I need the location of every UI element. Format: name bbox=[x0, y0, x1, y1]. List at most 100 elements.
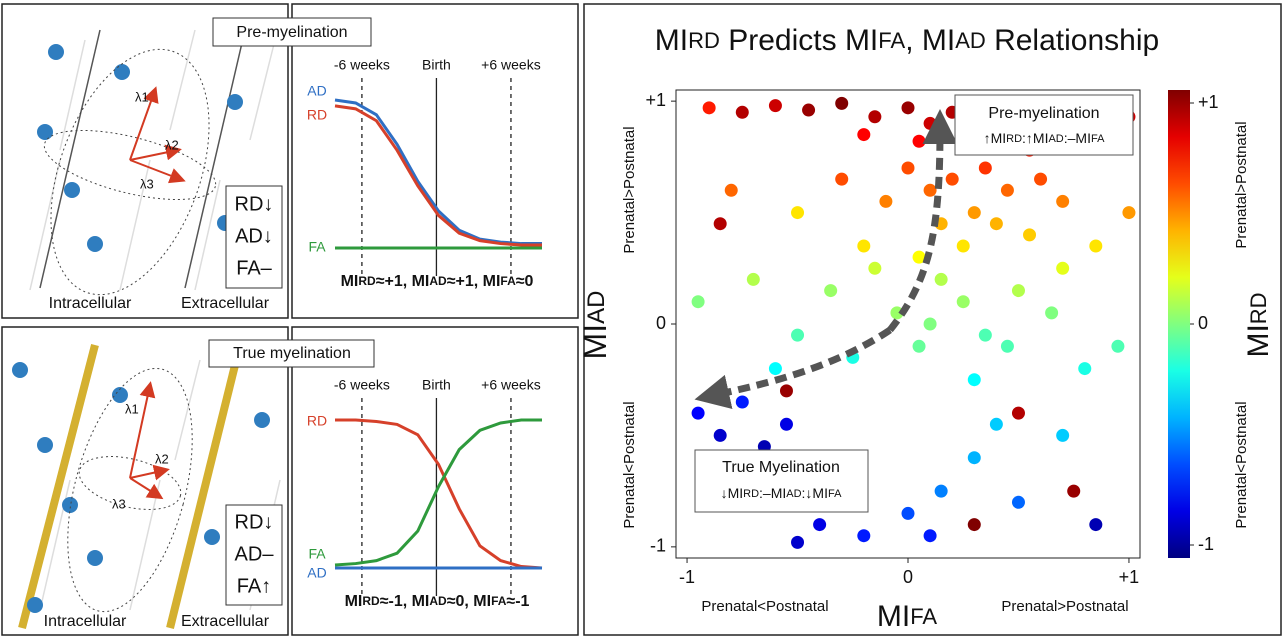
caption-part: FA bbox=[500, 274, 516, 288]
caption-part: RD bbox=[362, 594, 380, 608]
x-side-label: Prenatal<Postnatal bbox=[701, 598, 828, 615]
point bbox=[779, 384, 793, 398]
lambda-label: λ1 bbox=[125, 401, 139, 416]
x-tick-label: -1 bbox=[679, 567, 695, 587]
point bbox=[945, 172, 959, 186]
change-label: FA– bbox=[236, 257, 272, 279]
point bbox=[978, 161, 992, 175]
point bbox=[1023, 228, 1037, 242]
point bbox=[735, 105, 749, 119]
caption-part: MI bbox=[341, 273, 359, 290]
point bbox=[934, 484, 948, 498]
chart-title-part: FA bbox=[878, 28, 905, 53]
x-axis-label-part: FA bbox=[910, 604, 937, 629]
point bbox=[1056, 261, 1070, 275]
point bbox=[901, 506, 915, 520]
chart-title-part: Predicts MI bbox=[720, 24, 878, 57]
annotation-title: True Myelination bbox=[722, 459, 840, 476]
point bbox=[1011, 406, 1025, 420]
curve bbox=[335, 418, 543, 570]
point bbox=[1089, 518, 1103, 532]
y-axis-label-part: AD bbox=[583, 291, 610, 324]
colorbar-label-part: MI bbox=[1242, 324, 1275, 357]
y-tick-label: 0 bbox=[656, 313, 666, 333]
point bbox=[901, 161, 915, 175]
region-label: Extracellular bbox=[181, 613, 270, 630]
chart-title-part: MI bbox=[655, 24, 688, 57]
point bbox=[857, 529, 871, 543]
point bbox=[967, 373, 981, 387]
caption: MIRD≈-1, MIAD≈0, MIFA≈-1 bbox=[345, 593, 530, 610]
y-tick-label: -1 bbox=[650, 536, 666, 556]
colorbar-side-label: Prenatal>Postnatal bbox=[1233, 121, 1250, 248]
point bbox=[967, 451, 981, 465]
y-axis-label-part: MI bbox=[577, 324, 613, 360]
change-box bbox=[225, 504, 283, 606]
change-label: AD↓ bbox=[235, 225, 273, 247]
point bbox=[967, 206, 981, 220]
series-label: RD bbox=[307, 107, 327, 123]
colorbar bbox=[1168, 90, 1190, 558]
caption-part: AD bbox=[429, 274, 447, 288]
point bbox=[912, 134, 926, 148]
annotation-text: ↓MIRD:–MIAD:↓MIFA bbox=[721, 485, 843, 501]
point bbox=[735, 395, 749, 409]
caption-part: AD bbox=[429, 594, 447, 608]
point bbox=[923, 529, 937, 543]
point bbox=[1000, 183, 1014, 197]
panel-title: True myelination bbox=[233, 345, 351, 362]
point bbox=[824, 284, 838, 298]
title-box bbox=[212, 17, 372, 47]
diagram-pre: Pre-myelination λ1 λ2 λ3 RD↓ AD↓ FA– Int… bbox=[29, 17, 372, 312]
colorbar-label-part: RD bbox=[1246, 292, 1271, 324]
lambda-label: λ2 bbox=[165, 137, 179, 152]
annotation-box bbox=[954, 94, 1134, 156]
trend-arrows bbox=[694, 109, 958, 410]
change-box bbox=[225, 185, 283, 289]
time-label: -6 weeks bbox=[334, 57, 390, 73]
colorbar-tick-label: +1 bbox=[1198, 92, 1219, 112]
series-label: AD bbox=[307, 565, 326, 581]
point bbox=[691, 295, 705, 309]
point bbox=[890, 306, 904, 320]
colorbar-tick-label: 0 bbox=[1198, 313, 1208, 333]
change-label: RD↓ bbox=[235, 511, 274, 533]
point bbox=[1011, 284, 1025, 298]
colorbar-side-label: Prenatal<Postnatal bbox=[1233, 401, 1250, 528]
annotation-text-part: AD bbox=[786, 488, 801, 500]
series-label: FA bbox=[308, 239, 326, 255]
point bbox=[691, 406, 705, 420]
point bbox=[923, 183, 937, 197]
point bbox=[989, 417, 1003, 431]
caption-part: ≈+1, MI bbox=[447, 273, 501, 290]
annotation-text-part: RD bbox=[1006, 133, 1022, 145]
caption-part: MI bbox=[345, 593, 363, 610]
series-label: AD bbox=[307, 83, 326, 99]
point bbox=[901, 101, 915, 115]
annotation-text-part: :–MI bbox=[1064, 130, 1091, 146]
time-label: +6 weeks bbox=[481, 57, 541, 73]
caption-part: ≈-1 bbox=[506, 593, 529, 610]
change-label: AD– bbox=[235, 543, 275, 565]
y-side-label: Prenatal<Postnatal bbox=[621, 401, 638, 528]
point bbox=[1000, 339, 1014, 353]
point bbox=[768, 99, 782, 113]
y-axis-label: MIAD bbox=[577, 291, 613, 360]
annotation-text-part: :↑MI bbox=[1022, 130, 1048, 146]
point bbox=[1111, 339, 1125, 353]
point bbox=[1056, 194, 1070, 208]
annotation-title: Pre-myelination bbox=[988, 105, 1099, 122]
chart-title-part: RD bbox=[688, 28, 720, 53]
panel-frame bbox=[291, 3, 579, 319]
point bbox=[1056, 428, 1070, 442]
annotation-box bbox=[694, 449, 869, 513]
point bbox=[1078, 362, 1092, 376]
point bbox=[1122, 206, 1136, 220]
annotation-text-part: :–MI bbox=[759, 485, 786, 501]
annotation-text-part: RD bbox=[743, 488, 759, 500]
annotation-text-part: ↓MI bbox=[721, 485, 744, 501]
series-label: RD bbox=[307, 413, 327, 429]
point bbox=[813, 518, 827, 532]
point bbox=[868, 110, 882, 124]
point bbox=[1045, 306, 1059, 320]
